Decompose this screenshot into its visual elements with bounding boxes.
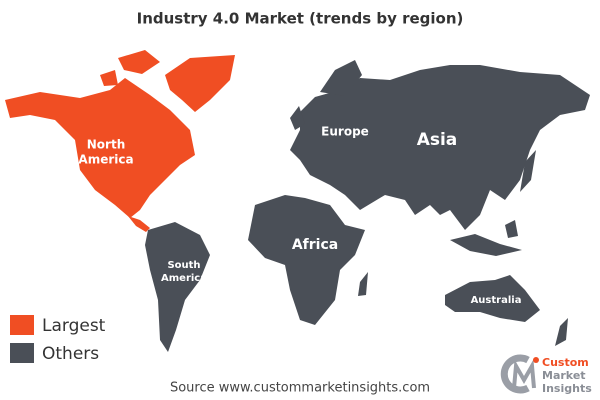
central-america-shape (128, 216, 150, 232)
logo-dot (533, 357, 539, 363)
logo-mark (500, 354, 530, 394)
madagascar-shape (358, 272, 368, 296)
legend: Largest Others (10, 315, 106, 364)
logo: Custom Market Insights (500, 354, 592, 395)
logo-text: Insights (542, 382, 592, 395)
legend-swatch (10, 343, 34, 363)
arctic-islands-shape (100, 50, 160, 86)
north-america-shape (5, 78, 195, 218)
region-label: Europe (321, 125, 369, 139)
region-label: America (78, 153, 133, 167)
legend-swatch (10, 315, 34, 335)
uk-shape (290, 106, 305, 130)
legend-label: Others (42, 344, 99, 364)
source: Source www.custommarketinsights.com (170, 381, 430, 396)
title: Industry 4.0 Market (trends by region) (137, 10, 464, 28)
logo-text: Custom (542, 356, 589, 369)
new-zealand-shape (555, 318, 568, 346)
australia-shape (445, 275, 540, 322)
region-label: South (167, 260, 200, 271)
eurasia-shape (290, 65, 590, 230)
greenland-shape (165, 55, 235, 112)
africa-shape (248, 195, 365, 325)
logo-text: Market (542, 369, 586, 382)
region-label: America (161, 273, 207, 284)
region-label: Africa (292, 237, 338, 253)
world-map (5, 50, 590, 352)
region-label: Asia (417, 130, 458, 150)
scandinavia-shape (320, 60, 362, 96)
region-label: North (87, 138, 125, 152)
south-america-shape (145, 222, 210, 352)
region-label: Australia (471, 295, 522, 306)
legend-label: Largest (42, 316, 106, 336)
region-labels: North America Europe Asia Africa South A… (78, 125, 521, 307)
japan-shape (520, 150, 536, 192)
southeast-asia-islands-shape (450, 220, 522, 256)
logo-mark (512, 359, 536, 389)
